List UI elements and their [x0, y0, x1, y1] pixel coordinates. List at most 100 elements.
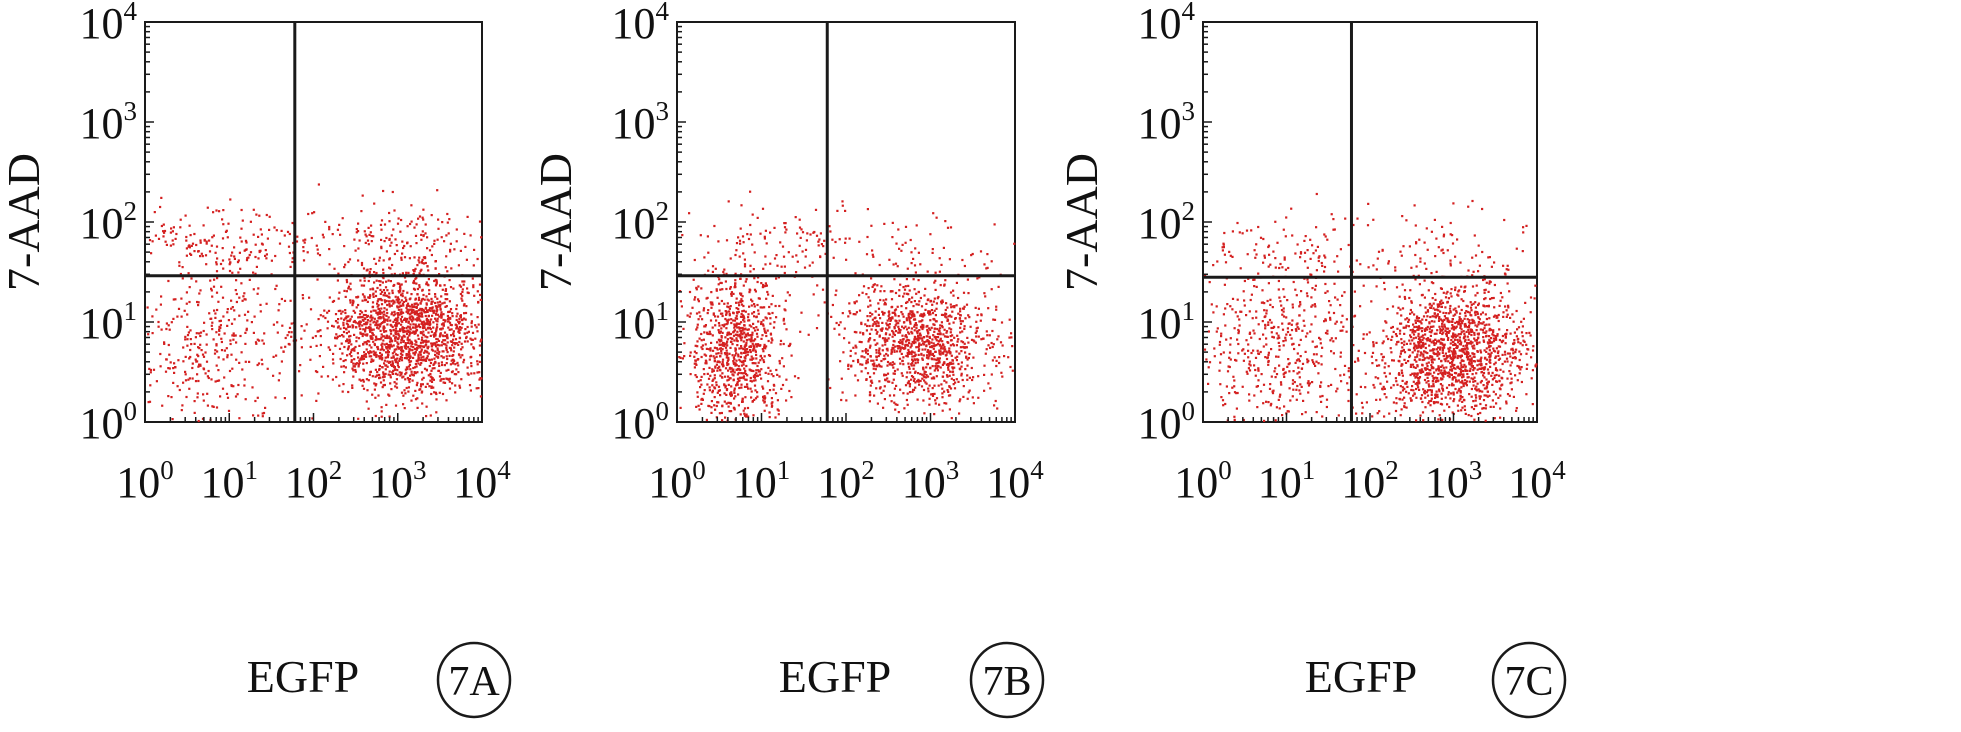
- data-point: [938, 344, 941, 347]
- data-point: [956, 340, 959, 343]
- data-point: [259, 310, 262, 313]
- data-point: [937, 340, 940, 343]
- data-point: [926, 362, 929, 366]
- data-point: [899, 283, 902, 286]
- data-point: [434, 278, 437, 281]
- data-point: [955, 344, 958, 347]
- data-point: [695, 405, 698, 408]
- data-point: [903, 288, 907, 291]
- data-point: [1423, 358, 1426, 361]
- data-point: [959, 331, 962, 334]
- data-point: [776, 373, 779, 376]
- data-point: [888, 323, 891, 326]
- data-point: [238, 296, 241, 299]
- data-point: [914, 318, 917, 321]
- data-point: [764, 282, 767, 285]
- data-point: [382, 189, 385, 193]
- data-point: [1409, 365, 1412, 368]
- data-point: [781, 245, 785, 248]
- data-point: [172, 226, 175, 229]
- data-point: [432, 363, 435, 366]
- data-point: [879, 386, 882, 389]
- data-point: [746, 385, 749, 388]
- data-point: [922, 354, 925, 357]
- data-point: [412, 323, 415, 326]
- data-points: [678, 190, 1016, 422]
- data-point: [400, 256, 403, 259]
- data-point: [396, 353, 399, 357]
- data-point: [891, 361, 894, 364]
- data-point: [373, 343, 376, 347]
- data-point: [399, 304, 402, 307]
- data-point: [442, 313, 445, 316]
- data-point: [382, 349, 385, 352]
- data-point: [871, 253, 874, 256]
- data-point: [442, 381, 445, 384]
- data-point: [215, 344, 218, 347]
- data-point: [393, 313, 397, 316]
- data-point: [893, 333, 896, 337]
- data-point: [755, 326, 758, 329]
- data-point: [921, 373, 924, 376]
- data-point: [457, 320, 460, 323]
- data-point: [888, 258, 891, 261]
- data-point: [372, 235, 375, 238]
- data-point: [945, 402, 948, 405]
- data-point: [908, 317, 911, 320]
- data-point: [895, 242, 898, 245]
- data-point: [289, 265, 292, 268]
- data-point: [379, 310, 382, 313]
- data-point: [453, 360, 456, 363]
- data-point: [205, 360, 209, 363]
- data-point: [247, 256, 250, 259]
- data-point: [387, 279, 390, 282]
- data-point: [881, 321, 884, 324]
- data-point: [399, 301, 402, 304]
- data-point: [919, 314, 922, 317]
- data-point: [1492, 315, 1496, 318]
- data-point: [355, 306, 358, 309]
- data-point: [460, 326, 463, 329]
- data-point: [291, 221, 294, 225]
- data-point: [405, 357, 408, 360]
- data-point: [430, 345, 433, 348]
- data-point: [372, 321, 375, 324]
- data-point: [738, 333, 741, 336]
- data-point: [465, 305, 468, 308]
- data-point: [380, 303, 384, 306]
- data-point: [912, 278, 915, 281]
- data-point: [791, 255, 794, 258]
- data-point: [759, 306, 762, 309]
- data-point: [941, 352, 944, 355]
- data-point: [966, 278, 969, 281]
- data-point: [363, 351, 366, 354]
- data-point: [734, 349, 737, 352]
- data-point: [311, 417, 314, 420]
- data-point: [415, 312, 418, 315]
- data-point: [860, 322, 863, 326]
- data-point: [871, 363, 874, 366]
- data-point: [900, 305, 903, 308]
- data-point: [370, 235, 373, 238]
- data-point: [897, 331, 900, 334]
- data-point: [785, 328, 788, 331]
- data-point: [854, 352, 857, 355]
- data-point: [742, 351, 746, 354]
- data-point: [415, 365, 418, 368]
- data-point: [426, 346, 429, 349]
- data-point: [426, 351, 429, 354]
- data-point: [763, 395, 766, 398]
- data-point: [375, 383, 378, 386]
- data-point: [894, 262, 898, 265]
- data-point: [1505, 400, 1508, 403]
- data-point: [444, 266, 447, 269]
- data-point: [730, 370, 733, 373]
- data-point: [764, 263, 767, 266]
- data-point: [396, 364, 400, 367]
- data-point: [274, 254, 277, 258]
- data-point: [457, 371, 460, 374]
- data-point: [751, 369, 754, 372]
- data-point: [758, 344, 761, 347]
- data-point: [725, 287, 728, 291]
